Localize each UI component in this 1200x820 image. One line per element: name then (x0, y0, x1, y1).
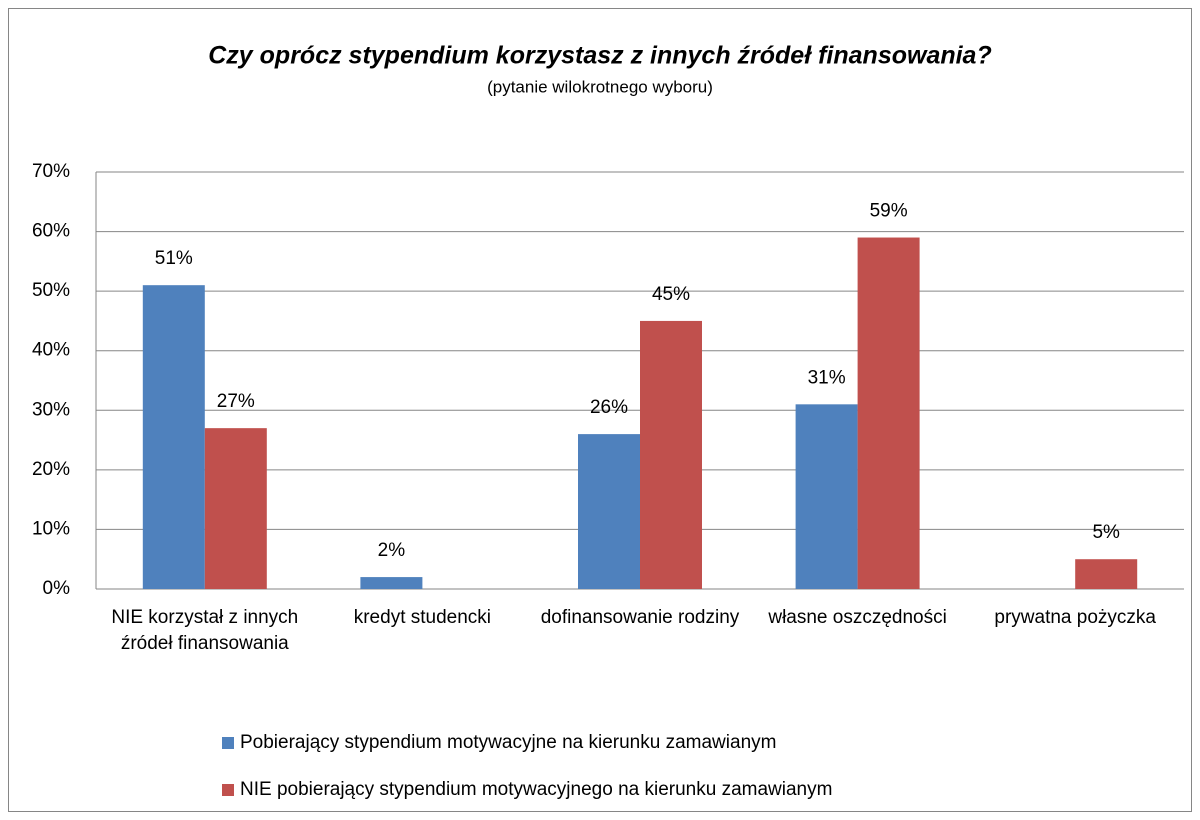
data-label: 26% (590, 397, 628, 418)
chart-subtitle: (pytanie wilokrotnego wyboru) (487, 77, 713, 96)
x-tick-label: własne oszczędności (768, 607, 947, 628)
data-label: 27% (217, 391, 255, 412)
data-label: 31% (808, 367, 846, 388)
y-tick-label: 0% (43, 578, 71, 599)
x-tick-label: NIE korzystał z innych źródeł finansowan… (111, 607, 299, 654)
bar (1075, 559, 1138, 589)
x-tick-label: dofinansowanie rodziny (540, 607, 740, 628)
bar (360, 577, 423, 589)
legend-swatch (222, 784, 234, 796)
y-tick-label: 10% (32, 518, 70, 539)
bar (795, 404, 858, 589)
data-label: 5% (1092, 522, 1120, 543)
data-label: 45% (652, 284, 690, 305)
y-tick-label: 50% (32, 280, 70, 301)
x-tick-label: kredyt studencki (353, 607, 492, 628)
legend-label: Pobierający stypendium motywacyjne na ki… (240, 732, 776, 753)
data-label: 59% (870, 201, 908, 222)
bar (640, 320, 702, 589)
data-label: 51% (155, 248, 193, 269)
legend-label: NIE pobierający stypendium motywacyjnego… (240, 779, 832, 800)
data-label: 2% (378, 540, 406, 561)
y-tick-label: 30% (32, 399, 70, 420)
x-tick-label: prywatna pożyczka (994, 607, 1156, 628)
y-tick-label: 60% (32, 221, 70, 242)
chart-title: Czy oprócz stypendium korzystasz z innyc… (208, 42, 991, 70)
y-tick-label: 70% (32, 161, 70, 182)
bar (578, 434, 640, 589)
bar (204, 428, 267, 589)
y-tick-label: 40% (32, 340, 70, 361)
y-tick-label: 20% (32, 459, 70, 480)
legend-swatch (222, 737, 234, 749)
bar (857, 237, 920, 589)
bar (142, 285, 205, 589)
